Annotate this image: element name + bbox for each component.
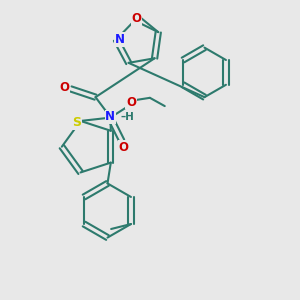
- Text: N: N: [105, 110, 116, 124]
- Text: O: O: [118, 141, 128, 154]
- Text: O: O: [126, 96, 136, 109]
- Text: O: O: [60, 81, 70, 94]
- Text: S: S: [72, 116, 81, 129]
- Text: –H: –H: [121, 112, 135, 122]
- Text: N: N: [115, 33, 124, 46]
- Text: O: O: [131, 12, 141, 26]
